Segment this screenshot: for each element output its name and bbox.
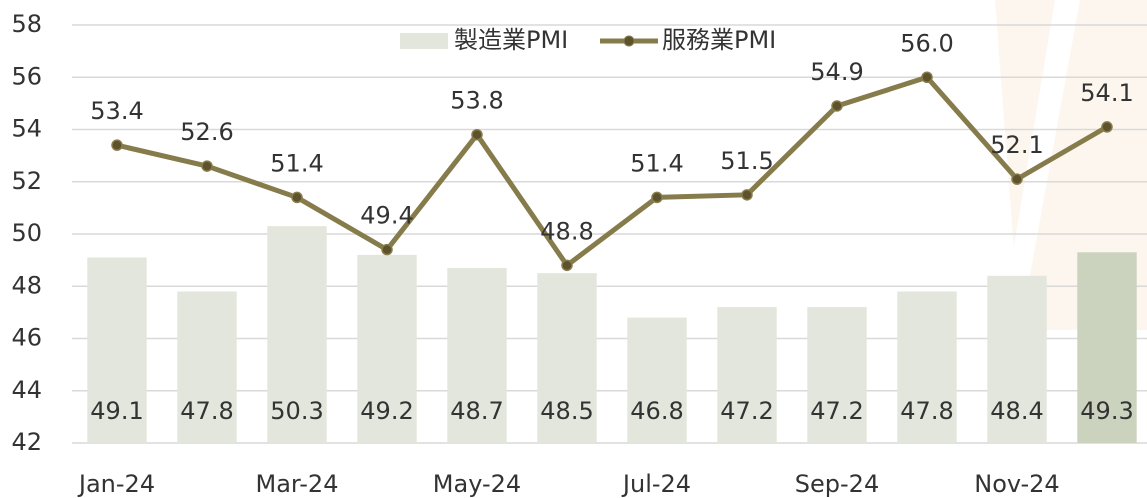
line-marker [741,189,753,201]
line-marker [561,259,573,272]
line [116,74,1109,268]
x-tick-label: Sep-24 [795,470,879,498]
bar-value-label: 47.2 [720,397,773,425]
line-value-label: 54.9 [810,58,863,86]
bar [267,226,327,443]
bar [1077,252,1137,443]
bar-value-label: 48.7 [450,397,503,425]
bar-value-label: 47.2 [810,397,863,425]
line-value-label: 54.1 [1080,79,1133,107]
x-tick-label: May-24 [433,470,521,498]
bar [447,267,507,443]
line-marker [1011,173,1023,185]
bar-value-label: 47.8 [900,397,953,425]
line-value-label: 56.0 [900,29,953,57]
line-marker [1101,121,1113,133]
y-tick-label: 50 [11,219,42,247]
line-marker [921,71,933,83]
y-tick-label: 46 [11,324,42,352]
line-value-label: 53.4 [90,97,143,125]
x-tick-label: Jul-24 [621,470,691,498]
bar-value-label: 50.3 [270,397,323,425]
legend-label: 製造業PMI [454,26,568,54]
bar [537,273,597,443]
bar [717,307,777,443]
line-marker [471,128,483,141]
y-tick-label: 48 [11,271,42,299]
bar-value-label: 48.4 [990,397,1043,425]
y-tick-label: 42 [11,428,42,456]
line-value-label: 51.4 [630,149,683,177]
line-marker [201,160,213,172]
y-tick-label: 58 [11,10,42,38]
line-value-label: 53.8 [450,87,503,115]
line-value-label: 52.6 [180,118,233,146]
legend-swatch [400,33,448,49]
line-value-label: 48.8 [540,217,593,245]
bar [87,257,147,443]
x-tick-label: Mar-24 [256,470,339,498]
y-tick-label: 52 [11,167,42,195]
bar-value-label: 47.8 [180,397,233,425]
bar [807,307,867,443]
x-tick-label: Jan-24 [77,470,155,498]
y-tick-label: 54 [11,115,42,143]
y-tick-label: 56 [11,62,42,90]
bar [177,291,237,443]
bar-value-label: 49.1 [90,397,143,425]
line-value-label: 49.4 [360,202,413,230]
bar [357,254,417,443]
bar [987,275,1047,443]
line-marker [651,191,663,204]
line-marker [381,243,393,256]
x-tick-label: Nov-24 [974,470,1059,498]
bar-value-label: 48.5 [540,397,593,425]
bar-value-label: 49.2 [360,397,413,425]
line-marker [111,139,123,151]
line-value-label: 51.5 [720,147,773,175]
bar-value-label: 49.3 [1080,397,1133,425]
bar [897,291,957,443]
legend-label: 服務業PMI [662,26,776,54]
legend-swatch [623,35,635,47]
y-tick-label: 44 [11,376,42,404]
line-value-label: 52.1 [990,131,1043,159]
line-value-label: 51.4 [270,149,323,177]
bar-value-label: 46.8 [630,397,683,425]
line-marker [831,100,843,112]
bar [627,317,687,443]
line-marker [291,191,303,204]
